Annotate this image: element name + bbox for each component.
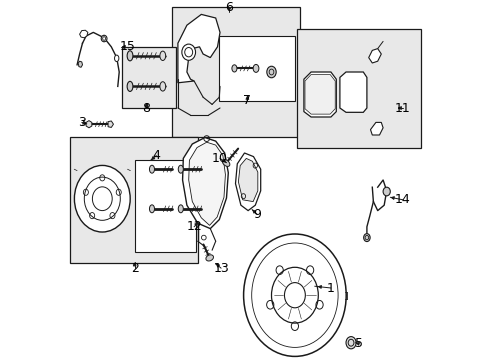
Ellipse shape xyxy=(182,44,195,60)
Text: 8: 8 xyxy=(142,102,150,114)
Polygon shape xyxy=(78,61,82,67)
Ellipse shape xyxy=(346,337,355,349)
Polygon shape xyxy=(370,122,382,135)
Polygon shape xyxy=(339,72,366,112)
Bar xyxy=(219,36,294,101)
Ellipse shape xyxy=(101,35,107,42)
Bar xyxy=(172,7,300,137)
Text: 7: 7 xyxy=(243,94,251,107)
Text: 11: 11 xyxy=(394,102,410,114)
Bar xyxy=(134,160,196,252)
Polygon shape xyxy=(368,49,381,63)
Ellipse shape xyxy=(160,82,165,91)
Polygon shape xyxy=(305,75,335,114)
Text: 3: 3 xyxy=(78,116,85,129)
Polygon shape xyxy=(108,121,113,127)
Ellipse shape xyxy=(222,159,229,166)
Ellipse shape xyxy=(114,55,119,62)
Ellipse shape xyxy=(178,205,183,213)
Polygon shape xyxy=(86,121,92,128)
Ellipse shape xyxy=(382,187,389,196)
Ellipse shape xyxy=(243,234,346,356)
Ellipse shape xyxy=(127,81,133,91)
Ellipse shape xyxy=(160,51,165,60)
Text: 13: 13 xyxy=(213,262,228,275)
Polygon shape xyxy=(182,138,228,229)
Bar xyxy=(70,137,197,263)
Text: 15: 15 xyxy=(120,40,135,53)
Ellipse shape xyxy=(74,166,130,232)
Ellipse shape xyxy=(149,205,154,213)
Bar xyxy=(296,29,420,148)
Polygon shape xyxy=(238,158,257,202)
Text: 14: 14 xyxy=(394,193,410,206)
Text: 9: 9 xyxy=(253,208,261,221)
Text: 4: 4 xyxy=(152,149,160,162)
Polygon shape xyxy=(80,30,88,38)
Ellipse shape xyxy=(253,64,258,72)
Text: 12: 12 xyxy=(186,220,202,233)
Polygon shape xyxy=(178,14,220,83)
Text: 6: 6 xyxy=(225,1,233,14)
Ellipse shape xyxy=(266,66,276,78)
Polygon shape xyxy=(235,153,260,211)
Text: 2: 2 xyxy=(130,262,139,275)
Text: 5: 5 xyxy=(354,337,362,350)
Ellipse shape xyxy=(205,255,213,261)
Polygon shape xyxy=(188,142,225,225)
Ellipse shape xyxy=(363,234,369,242)
Text: 1: 1 xyxy=(326,282,334,294)
Ellipse shape xyxy=(178,165,183,173)
Ellipse shape xyxy=(127,51,133,61)
Bar xyxy=(122,47,176,108)
Ellipse shape xyxy=(149,165,154,173)
Polygon shape xyxy=(303,72,336,117)
Text: 10: 10 xyxy=(212,152,227,165)
Ellipse shape xyxy=(231,65,237,72)
